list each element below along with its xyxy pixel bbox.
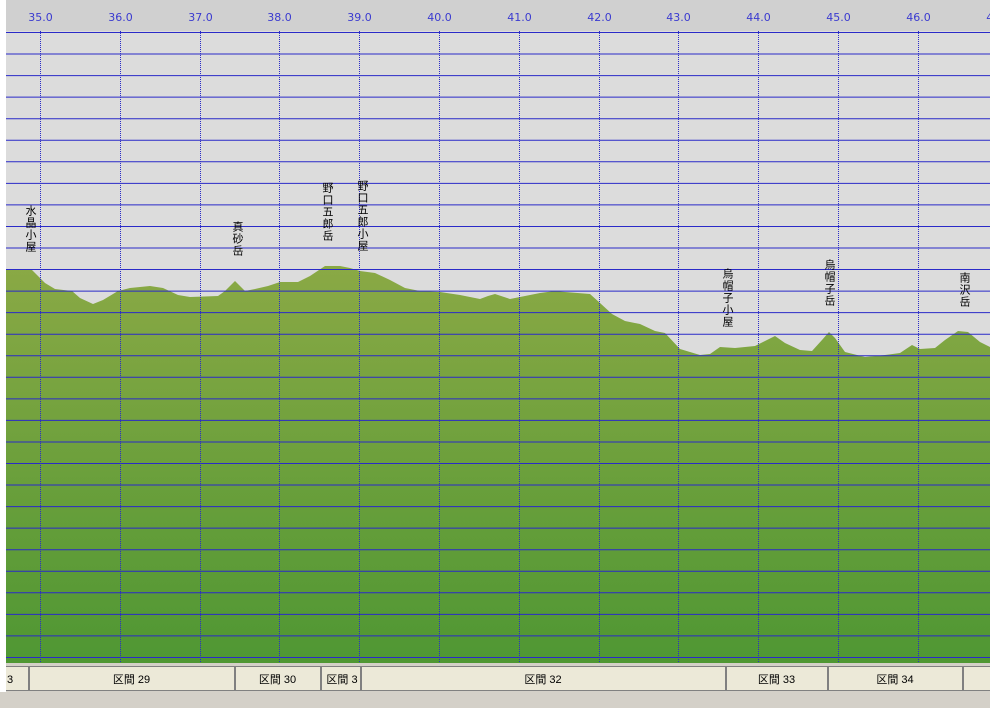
section-label: 区間 32	[524, 673, 561, 686]
landmark-label: 水晶小屋	[24, 205, 37, 253]
section-cell	[828, 666, 963, 691]
elevation-profile	[6, 266, 990, 663]
landmark-label: 真砂岳	[231, 220, 244, 257]
x-tick-label: 41.0	[507, 11, 532, 24]
x-tick-label: 44.0	[746, 11, 771, 24]
section-label: 区間 34	[876, 673, 913, 686]
axis-strip	[0, 0, 996, 31]
landmark-label: 烏帽子小屋	[721, 267, 734, 328]
sections: 3 区間 29 区間 30 区間 3 区間 32 区間 33 区間 34	[0, 666, 996, 691]
section-cell	[235, 666, 321, 691]
landmark-label: 烏帽子岳	[823, 258, 836, 307]
x-tick-label: 43.0	[666, 11, 691, 24]
section-cell	[321, 666, 361, 691]
section-label: 区間 3	[326, 673, 357, 686]
landmark-label: 野口五郎小屋	[356, 180, 369, 252]
landmark-label: 野口五郎岳	[321, 182, 334, 242]
x-tick-label: 37.0	[188, 11, 213, 24]
landmark-label: 南沢岳	[958, 272, 971, 308]
x-tick-label: 35.0	[28, 11, 53, 24]
x-tick-label: 39.0	[347, 11, 372, 24]
x-tick-label: 38.0	[267, 11, 292, 24]
section-label: 区間 29	[113, 673, 150, 686]
section-cell	[29, 666, 235, 691]
tick-labels: 35.0 36.0 37.0 38.0 39.0 40.0 41.0 42.0 43.0 44.0…	[28, 11, 996, 24]
x-tick-label: 42.0	[587, 11, 612, 24]
horizontal-grid	[6, 32, 990, 658]
section-cell	[726, 666, 828, 691]
x-tick-label: 46.0	[906, 11, 931, 24]
section-label: 区間 33	[758, 673, 795, 686]
vertical-grid	[40, 31, 919, 663]
x-tick-label: 40.0	[427, 11, 452, 24]
section-label: 区間 30	[259, 673, 296, 686]
x-tick-label: 45.0	[826, 11, 851, 24]
right-border	[990, 0, 996, 708]
x-tick-label: 36.0	[108, 11, 133, 24]
section-label: 3	[7, 674, 13, 686]
left-border	[0, 0, 6, 692]
section-cell	[361, 666, 726, 691]
